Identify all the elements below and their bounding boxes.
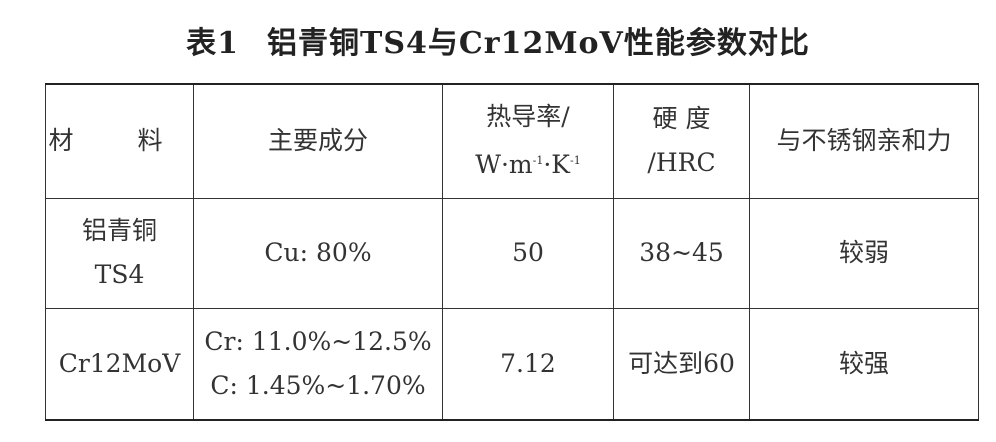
table-row: Cr12MoV Cr: 11.0%~12.5% C: 1.45%~1.70% 7.…: [45, 307, 979, 420]
cell-conductivity: 50: [442, 197, 614, 309]
header-composition: 主要成分: [193, 84, 443, 199]
cell-affinity: 较强: [749, 307, 979, 420]
cell-affinity: 较弱: [749, 197, 979, 309]
table-row: 铝青铜 TS4 Cu: 80% 50 38~45 较弱: [45, 197, 979, 309]
table-caption: 铝青铜TS4与Cr12MoV性能参数对比: [267, 26, 810, 61]
cell-hardness: 38~45: [613, 197, 750, 309]
header-material: 材 料: [45, 84, 194, 199]
table-number: 表1: [186, 26, 240, 61]
header-affinity: 与不锈钢亲和力: [749, 84, 979, 199]
cell-material: Cr12MoV: [45, 307, 194, 420]
cell-conductivity: 7.12: [442, 307, 614, 420]
cell-material: 铝青铜 TS4: [45, 197, 194, 309]
cell-composition: Cr: 11.0%~12.5% C: 1.45%~1.70%: [193, 307, 443, 420]
header-hardness: 硬 度/HRC: [613, 84, 750, 199]
comparison-table: 材 料 主要成分 热导率/W·m-1·K-1 硬 度/HRC 与不锈钢亲和力 铝…: [45, 83, 979, 421]
header-conductivity: 热导率/W·m-1·K-1: [442, 84, 614, 199]
cell-hardness: 可达到60: [613, 307, 750, 420]
cell-composition: Cu: 80%: [193, 197, 443, 309]
table-title: 表1 铝青铜TS4与Cr12MoV性能参数对比: [0, 18, 996, 62]
header-row: 材 料 主要成分 热导率/W·m-1·K-1 硬 度/HRC 与不锈钢亲和力: [45, 84, 979, 199]
